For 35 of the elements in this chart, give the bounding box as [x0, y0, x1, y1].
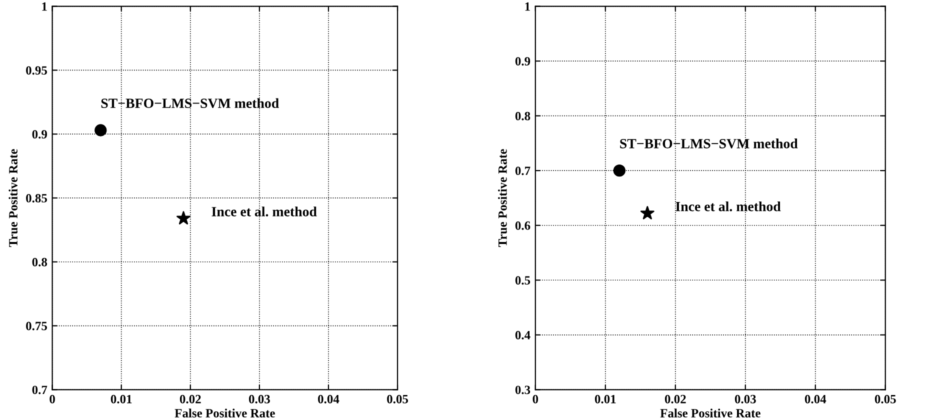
y-tick-label: 0.5: [515, 276, 530, 285]
annotation: Ince et al. method: [676, 201, 781, 212]
x-tick-label: 0: [50, 394, 55, 404]
x-axis-title: False Positive Rate: [174, 408, 275, 418]
y-tick-label: 0.9: [32, 130, 47, 139]
x-tick-label: 0.03: [248, 394, 270, 404]
x-tick-label: 0: [532, 394, 538, 404]
y-tick-label: 0.6: [515, 221, 530, 230]
y-tick-label: 0.7: [32, 386, 48, 394]
y-tick-label: 0.4: [515, 330, 530, 340]
annotation: Ince et al. method: [212, 206, 317, 216]
x-tick-label: 0.02: [664, 394, 686, 404]
y-tick-label: 0.95: [26, 66, 47, 75]
y-tick-label: 0.8: [515, 112, 530, 120]
y-tick-label: 1: [42, 2, 47, 11]
annotation: ST−BFO−LMS−SVM method: [101, 98, 279, 108]
x-tick-label: 0.03: [734, 394, 756, 404]
annotation: ST−BFO−LMS−SVM method: [620, 138, 798, 148]
y-tick-label: 0.75: [26, 322, 47, 330]
y-tick-label: 0.7: [515, 166, 530, 176]
x-tick-label: 0.01: [594, 394, 616, 404]
x-tick-label: 0.05: [874, 394, 896, 404]
x-tick-label: 0.05: [387, 394, 408, 404]
x-tick-label: 0.04: [804, 394, 826, 404]
y-tick-label: 0.85: [26, 194, 47, 202]
x-tick-label: 0.02: [180, 394, 201, 404]
y-axis-title: True Positive Rate: [498, 149, 507, 247]
y-tick-label: 0.9: [515, 57, 530, 66]
x-tick-label: 0.01: [110, 394, 132, 404]
x-tick-label: 0.04: [318, 394, 340, 404]
y-axis-title: True Positive Rate: [8, 149, 18, 247]
y-tick-label: 0.8: [32, 258, 48, 266]
x-axis-title: False Positive Rate: [660, 408, 760, 418]
y-tick-label: 0.3: [515, 386, 530, 394]
y-tick-label: 1: [525, 2, 530, 11]
